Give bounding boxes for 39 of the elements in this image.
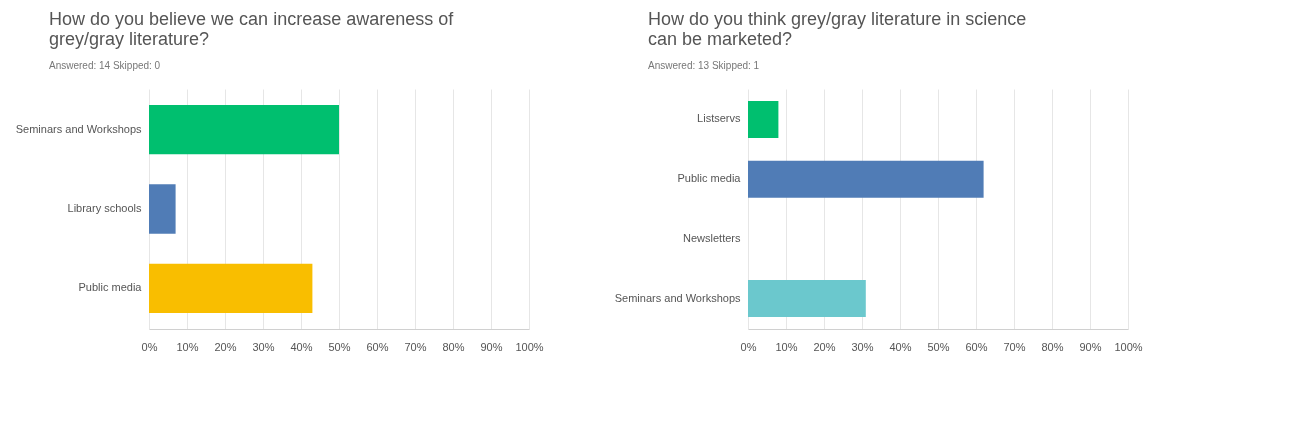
bar: [748, 280, 866, 318]
x-tick-label: 30%: [851, 340, 874, 353]
x-tick-label: 10%: [775, 340, 798, 353]
y-tick-label: Listservs: [697, 112, 741, 125]
y-tick-label: Newsletters: [683, 231, 741, 244]
x-tick-label: 10%: [176, 340, 199, 353]
bar: [748, 100, 779, 138]
chart-subtitle: Answered: 14 Skipped: 0: [49, 60, 161, 71]
x-tick-label: 90%: [1079, 340, 1102, 353]
x-tick-label: 70%: [404, 340, 427, 353]
x-tick-label: 0%: [141, 340, 158, 353]
y-tick-label: Public media: [677, 172, 742, 185]
x-tick-label: 50%: [927, 340, 950, 353]
x-tick-label: 60%: [366, 340, 389, 353]
y-tick-label: Public media: [78, 281, 143, 294]
x-tick-label: 80%: [1041, 340, 1064, 353]
x-tick-label: 60%: [965, 340, 988, 353]
bar: [149, 263, 313, 314]
y-tick-label: Seminars and Workshops: [15, 122, 142, 135]
x-tick-label: 100%: [1114, 340, 1143, 353]
x-tick-label: 20%: [813, 340, 836, 353]
x-tick-label: 20%: [214, 340, 237, 353]
x-tick-label: 40%: [290, 340, 313, 353]
x-tick-label: 50%: [328, 340, 351, 353]
x-tick-label: 30%: [252, 340, 275, 353]
bar: [149, 184, 176, 234]
x-tick-label: 70%: [1003, 340, 1026, 353]
bar: [149, 104, 339, 155]
bar: [748, 160, 984, 198]
chart-title: How do you believe we can increase awareness of grey/gray literature?: [49, 9, 455, 49]
x-tick-label: 100%: [515, 340, 544, 353]
chart-title: How do you think grey/gray literature in science can be marketed?: [648, 9, 1027, 49]
x-tick-label: 80%: [442, 340, 465, 353]
chart-subtitle: Answered: 13 Skipped: 1: [648, 60, 760, 71]
y-tick-label: Library schools: [67, 202, 142, 214]
x-tick-label: 40%: [889, 340, 912, 353]
x-tick-label: 0%: [740, 340, 757, 353]
y-tick-label: Seminars and Workshops: [614, 291, 741, 304]
x-tick-label: 90%: [480, 340, 503, 353]
